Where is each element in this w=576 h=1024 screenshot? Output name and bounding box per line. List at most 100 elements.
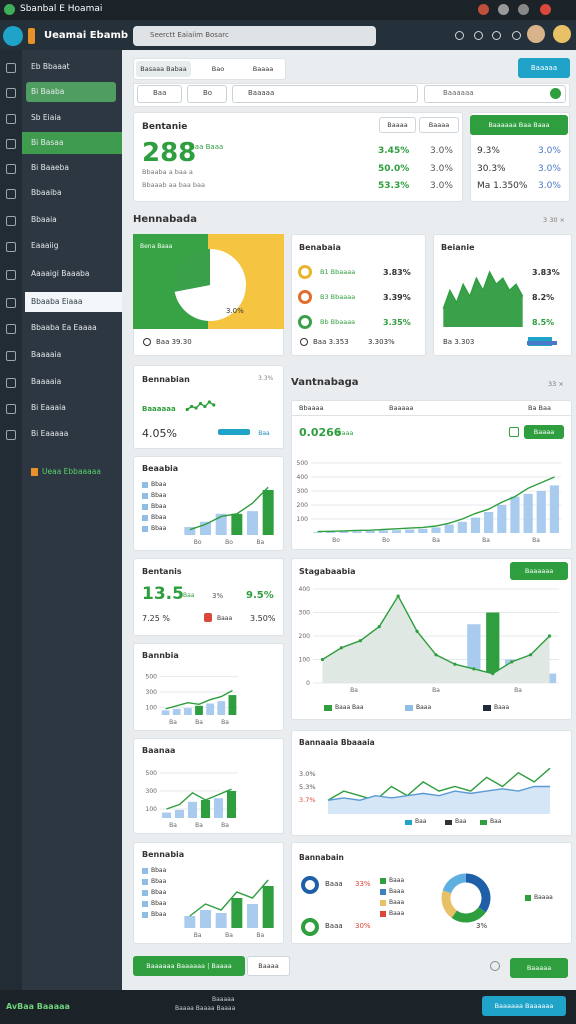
tab[interactable]: Basaaa Babaa xyxy=(136,61,191,77)
legend-swatch xyxy=(480,820,487,825)
button[interactable]: Baaaaaa Baaaaaa xyxy=(482,996,566,1016)
card-title: Benabaia xyxy=(299,243,341,252)
point xyxy=(320,657,325,662)
legend-label: Bbaa xyxy=(151,867,167,874)
bar xyxy=(352,531,362,533)
chart: 100 300 500 Ba Ba Ba xyxy=(146,770,238,829)
browser-control[interactable] xyxy=(518,4,529,15)
nav-icon xyxy=(6,242,16,252)
line xyxy=(189,879,269,917)
nav-cta[interactable]: Ueaa Ebbaaaaa xyxy=(42,467,101,476)
card-title: Baanaa xyxy=(142,746,176,755)
nav-item[interactable]: Bbaaba Eiaaa xyxy=(31,297,83,306)
nav-item[interactable]: Bi Eaaaia xyxy=(31,403,66,412)
list-name: Bb Bbaaaa xyxy=(320,318,356,326)
nav-item[interactable]: Bi Eaaaaa xyxy=(31,429,69,438)
legend-swatch xyxy=(380,878,386,884)
bar xyxy=(228,695,237,715)
button[interactable]: Baaaa xyxy=(247,956,290,976)
x-tick-label: Ba xyxy=(514,687,522,694)
x-tick-label: Bo xyxy=(382,537,390,544)
tab[interactable]: Baaaa xyxy=(252,65,274,73)
metric: 8.2% xyxy=(532,293,555,302)
search-bar[interactable] xyxy=(133,26,376,46)
button[interactable]: Baaaa xyxy=(379,117,416,133)
legend-swatch xyxy=(380,911,386,917)
browser-control[interactable] xyxy=(498,4,509,15)
nav-item[interactable]: Eaaaiig xyxy=(31,241,59,250)
x-tick-label: Bo xyxy=(194,539,202,546)
button[interactable]: Baaaa xyxy=(419,117,459,133)
nav-item[interactable]: Eb Bbaaat xyxy=(31,62,70,71)
nav-item[interactable]: Baaaaia xyxy=(31,377,62,386)
nav-item[interactable]: Bbaaia xyxy=(31,215,57,224)
nav-item[interactable]: Bbaaba Ea Eaaaa xyxy=(31,323,97,332)
metric: 3.0% xyxy=(538,164,561,174)
point xyxy=(212,403,216,407)
header-icon[interactable] xyxy=(492,31,501,40)
nav-item[interactable]: Bi Basaa xyxy=(31,138,64,147)
tab[interactable]: Bao xyxy=(211,65,225,73)
browser-icon xyxy=(4,4,15,15)
metric: Ma 1.350% xyxy=(477,181,528,191)
button[interactable]: Baaaaaa Baaaaaa | Baaaa xyxy=(133,956,245,976)
button[interactable]: Baaaaa xyxy=(510,958,568,978)
metric: 7.25 % xyxy=(142,614,170,623)
search-icon[interactable] xyxy=(550,88,561,99)
y-tick-label: 400 xyxy=(299,586,311,593)
filter-input[interactable] xyxy=(232,85,418,103)
button[interactable]: Baaaaaa xyxy=(510,562,568,580)
list-name: B1 Bbaaaa xyxy=(320,268,356,276)
card-title: Bennabia xyxy=(142,850,185,859)
legend-label: Bbaa xyxy=(151,481,167,488)
nav-item[interactable]: Sb Eiaia xyxy=(31,113,62,122)
header-icon[interactable] xyxy=(474,31,483,40)
legend-label: Baaa xyxy=(494,704,510,711)
header-icon[interactable] xyxy=(455,31,464,40)
row-value: 33% xyxy=(355,880,371,888)
legend-swatch xyxy=(142,504,148,510)
area xyxy=(322,596,550,683)
point xyxy=(358,639,362,643)
point xyxy=(472,667,476,671)
filter-input[interactable] xyxy=(137,85,182,103)
icon[interactable] xyxy=(490,961,500,971)
browser-control[interactable] xyxy=(540,4,551,15)
chart: Ba Ba Ba xyxy=(184,879,274,939)
y-tick-label: 400 xyxy=(297,474,309,481)
button[interactable]: Baaaaaa Baa Baaa xyxy=(470,115,568,135)
point xyxy=(198,401,203,406)
metric: Baaa xyxy=(217,615,233,622)
legend-label: Bbaa xyxy=(151,492,167,499)
nav-item[interactable]: Bi Baaba xyxy=(31,87,65,96)
line xyxy=(165,689,233,710)
legend-label: Bbaa xyxy=(151,911,167,918)
bar xyxy=(510,496,520,533)
table-header-cell: Bbaaaa xyxy=(299,404,324,412)
chart xyxy=(441,873,491,923)
nav-item[interactable]: Baaaaia xyxy=(31,350,62,359)
header-icon[interactable] xyxy=(512,31,521,40)
card xyxy=(291,842,572,944)
nav-item[interactable]: Aaaaigi Baaaba xyxy=(31,269,90,278)
legend-swatch xyxy=(142,515,148,521)
nav-icon xyxy=(6,298,16,308)
card-footer: Baa 39.30 xyxy=(156,338,192,346)
x-tick-label: Ba xyxy=(225,932,233,939)
button[interactable]: Baaaa xyxy=(524,425,564,439)
metric: 3.50% xyxy=(250,614,276,623)
browser-control[interactable] xyxy=(478,4,489,15)
point xyxy=(491,672,495,676)
nav-item[interactable]: Bbaaiba xyxy=(31,188,62,197)
card-title: Stagabaabia xyxy=(299,567,356,576)
row-value: 30% xyxy=(355,922,371,930)
nav-icon xyxy=(6,88,16,98)
browser-title: Sbanbal E Hoamai xyxy=(20,4,103,14)
nav-item[interactable]: Bi Baaeba xyxy=(31,163,69,172)
button[interactable]: Baa xyxy=(258,429,270,437)
filter-input[interactable] xyxy=(187,85,227,103)
bar xyxy=(444,524,454,533)
action-button[interactable]: Baaaaa xyxy=(518,58,570,78)
legend-swatch xyxy=(380,889,386,895)
search-input[interactable] xyxy=(424,85,566,103)
